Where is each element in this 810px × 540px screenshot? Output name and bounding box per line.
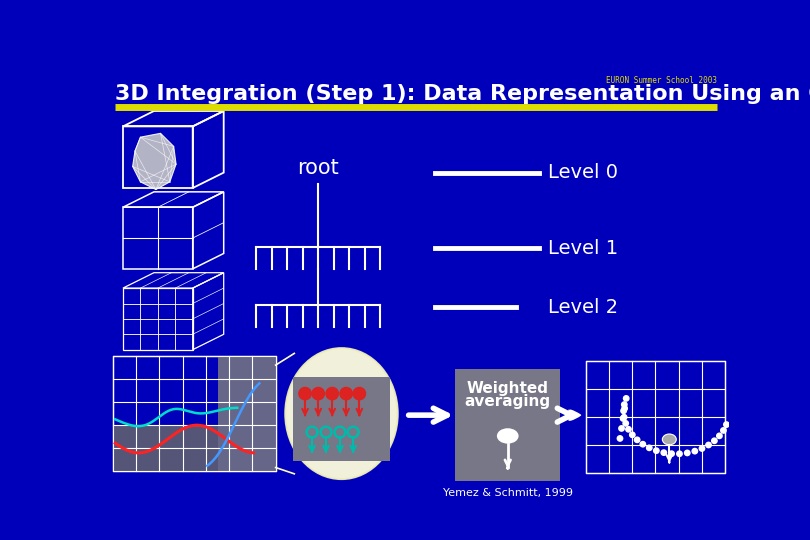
Text: Level 1: Level 1: [548, 239, 619, 258]
Ellipse shape: [497, 428, 518, 444]
Circle shape: [684, 450, 690, 456]
Text: Weighted: Weighted: [467, 381, 548, 395]
Text: Level 0: Level 0: [548, 163, 618, 182]
Circle shape: [646, 445, 652, 450]
Circle shape: [623, 421, 629, 426]
Polygon shape: [133, 133, 176, 190]
Bar: [218, 356, 276, 471]
Circle shape: [699, 446, 705, 451]
Text: Level 2: Level 2: [548, 298, 619, 317]
Circle shape: [723, 422, 729, 427]
Text: averaging: averaging: [465, 394, 551, 409]
Circle shape: [619, 426, 625, 431]
Circle shape: [721, 428, 726, 433]
Bar: [586, 361, 725, 473]
Circle shape: [353, 387, 365, 400]
Bar: [113, 425, 218, 471]
Bar: [113, 356, 275, 471]
Circle shape: [706, 442, 711, 448]
Circle shape: [634, 437, 640, 442]
Ellipse shape: [663, 434, 676, 445]
Circle shape: [621, 408, 626, 414]
Circle shape: [640, 442, 646, 447]
Circle shape: [624, 396, 629, 401]
Text: EURON Summer School 2003: EURON Summer School 2003: [607, 76, 718, 85]
Circle shape: [299, 387, 311, 400]
Circle shape: [712, 438, 717, 443]
Circle shape: [312, 387, 325, 400]
Circle shape: [621, 415, 627, 420]
Circle shape: [622, 406, 627, 411]
Text: 3D Integration (Step 1): Data Representation Using an Octree: 3D Integration (Step 1): Data Representa…: [115, 84, 810, 104]
Circle shape: [661, 450, 667, 455]
Bar: [293, 377, 390, 461]
Circle shape: [717, 433, 722, 438]
Circle shape: [620, 416, 626, 421]
Circle shape: [340, 387, 352, 400]
Circle shape: [621, 402, 627, 407]
Circle shape: [629, 432, 635, 437]
Circle shape: [626, 427, 631, 432]
Circle shape: [676, 451, 682, 456]
Circle shape: [669, 451, 674, 456]
Ellipse shape: [285, 348, 398, 479]
Circle shape: [617, 436, 623, 441]
Text: Yemez & Schmitt, 1999: Yemez & Schmitt, 1999: [443, 488, 573, 498]
Circle shape: [692, 448, 697, 454]
Bar: [455, 369, 560, 481]
Circle shape: [654, 448, 659, 454]
Text: root: root: [297, 158, 339, 178]
Circle shape: [326, 387, 339, 400]
